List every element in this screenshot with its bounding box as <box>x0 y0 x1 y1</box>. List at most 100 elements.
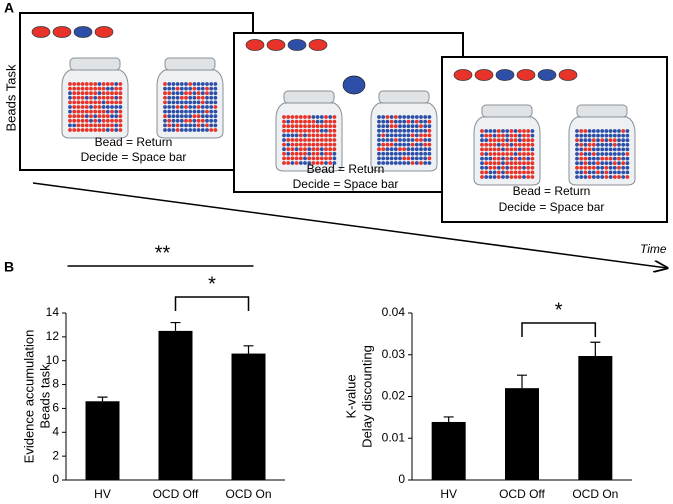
jar-bead <box>118 114 123 119</box>
jar-bead <box>286 128 291 133</box>
jar-bead <box>575 138 579 143</box>
task-label: Beads Task <box>3 64 18 131</box>
jar-bead <box>406 147 411 152</box>
jar-bead <box>68 82 72 86</box>
jar-bead <box>332 119 337 124</box>
jar-bead <box>328 147 333 152</box>
jar-bead <box>410 115 415 119</box>
jar-bead <box>290 133 295 138</box>
significance-label: * <box>555 299 563 321</box>
jar-bead <box>179 95 184 100</box>
error-bar <box>97 396 108 402</box>
jar-bead <box>389 119 394 124</box>
jar-bead <box>583 170 588 175</box>
jar-bead <box>324 147 328 152</box>
jar-bead <box>200 114 205 119</box>
jar-bead <box>213 91 218 96</box>
jar-bead <box>496 138 501 143</box>
jar-bead <box>167 91 172 96</box>
jar-bead <box>617 161 621 166</box>
jar-bead <box>196 82 201 86</box>
jar-bead <box>427 151 432 156</box>
jar-bead <box>517 142 522 147</box>
jar-bead <box>303 119 307 124</box>
jar-bead <box>163 109 167 114</box>
drawn-bead <box>287 39 307 51</box>
jar-bead <box>188 86 193 91</box>
jar-bead <box>509 129 514 133</box>
jar-bead <box>76 105 81 109</box>
jar-bead <box>286 142 291 147</box>
jar-bead <box>298 161 303 165</box>
jar-bead <box>118 91 123 96</box>
jar-bead <box>105 105 110 109</box>
jar-bead <box>315 151 320 156</box>
jar-bead <box>196 118 201 123</box>
jar-bead <box>414 156 419 161</box>
jar-bead <box>522 138 526 143</box>
x-tick-label: OCD On <box>572 487 618 501</box>
instruction: Bead = Return <box>513 184 591 198</box>
jar-bead <box>385 124 390 129</box>
jar-bead <box>579 147 584 152</box>
jar-bead <box>68 105 72 109</box>
jar-bead <box>583 142 588 147</box>
time-label: Time <box>640 242 667 256</box>
jar-bead <box>97 109 102 114</box>
jar-bead <box>406 138 411 142</box>
jar-bead <box>205 114 209 119</box>
jar-bead <box>200 86 205 91</box>
jar-bead <box>84 100 89 105</box>
jar-bead <box>505 161 510 166</box>
jar-bead <box>209 123 214 128</box>
jar-bead <box>205 91 209 96</box>
jar-bead <box>389 128 394 133</box>
jar-bead <box>188 114 193 119</box>
jar-bead <box>209 91 214 96</box>
jar-bead <box>414 147 419 152</box>
jar-bead <box>591 161 596 166</box>
jar-bead <box>163 95 167 100</box>
jar-bead <box>583 129 588 133</box>
jar-bead <box>393 124 398 129</box>
jar-bead <box>517 147 522 152</box>
jar-bead <box>205 82 209 86</box>
jar-bead <box>414 115 419 119</box>
jar-bead <box>332 151 337 156</box>
jar-bead <box>427 142 432 147</box>
jar-bead <box>501 133 505 138</box>
jar-bead <box>68 128 72 132</box>
significance-label: * <box>208 273 216 295</box>
jar-bead <box>307 128 312 133</box>
jar-bead <box>80 118 85 123</box>
jar-bead <box>163 118 167 123</box>
jar-bead <box>608 165 613 170</box>
jar-bead <box>410 124 415 129</box>
jar-bead <box>419 128 423 133</box>
jar-bead <box>163 82 167 86</box>
jar-bead <box>389 147 394 152</box>
jar-bead <box>625 156 630 161</box>
jar-bead <box>579 152 584 156</box>
jar-bead <box>377 138 381 142</box>
jar-bead <box>303 147 307 152</box>
jar-bead <box>492 175 497 179</box>
jar-bead <box>105 95 110 100</box>
jar-bead <box>72 114 77 119</box>
jar-bead <box>114 128 119 132</box>
jar-bead <box>294 128 299 133</box>
jar-bead <box>110 123 114 128</box>
jar-bead <box>286 156 291 161</box>
jar-bead <box>93 109 98 114</box>
jar-bead <box>184 109 188 114</box>
error-bar <box>517 374 527 389</box>
jar-bead <box>298 115 303 119</box>
jar-bead <box>621 170 626 175</box>
jar-bead <box>171 86 176 91</box>
jar-bead <box>290 142 295 147</box>
bar <box>505 388 539 480</box>
jar-bead <box>484 175 489 179</box>
jar-bead <box>410 161 415 165</box>
jar-bead <box>496 152 501 156</box>
jar-bead <box>76 91 81 96</box>
